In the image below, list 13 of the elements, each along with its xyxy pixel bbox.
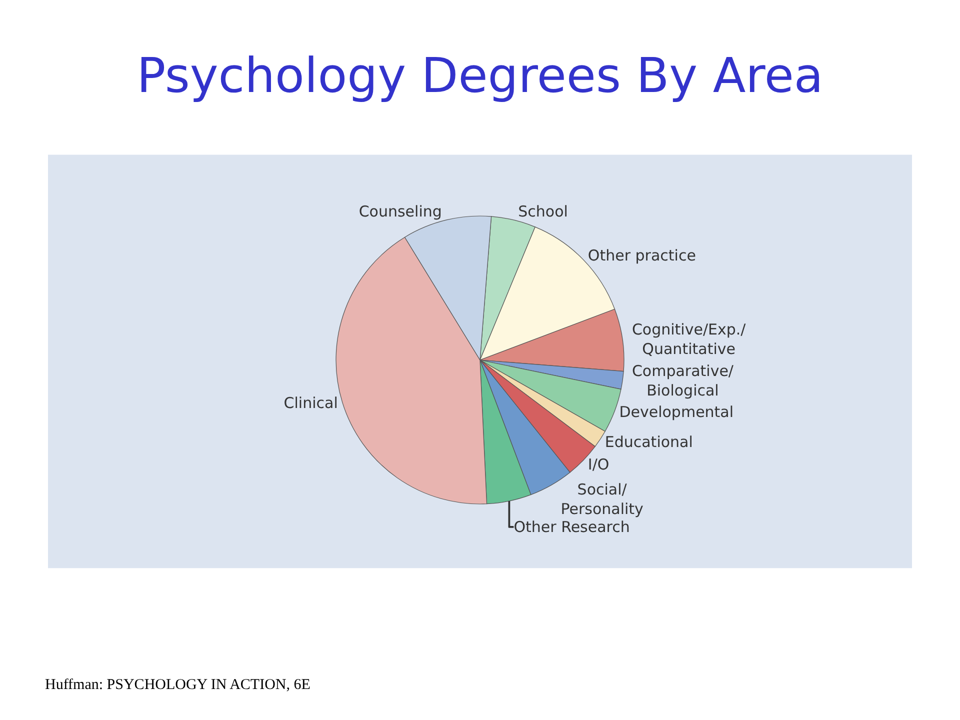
slice-label: Other Research — [514, 518, 630, 536]
slice-label: Educational — [604, 432, 693, 451]
slice-label: Social/ Personality — [560, 480, 644, 518]
slice-label: I/O — [588, 456, 610, 474]
slice-label: Other practice — [588, 246, 696, 264]
slice-label: Developmental — [619, 403, 734, 422]
slice-label: Comparative/ Biological — [632, 362, 734, 400]
slice-label: Cognitive/Exp./ Quantitative — [632, 320, 747, 358]
slice-label: Counseling — [358, 202, 442, 220]
slice-label: School — [518, 202, 568, 220]
text: Huffman: PSYCHOLOGY IN ACTION, 6E — [45, 677, 310, 693]
slice-label: Clinical — [284, 394, 338, 412]
chart-title: Psychology Degrees By Area — [136, 48, 824, 104]
